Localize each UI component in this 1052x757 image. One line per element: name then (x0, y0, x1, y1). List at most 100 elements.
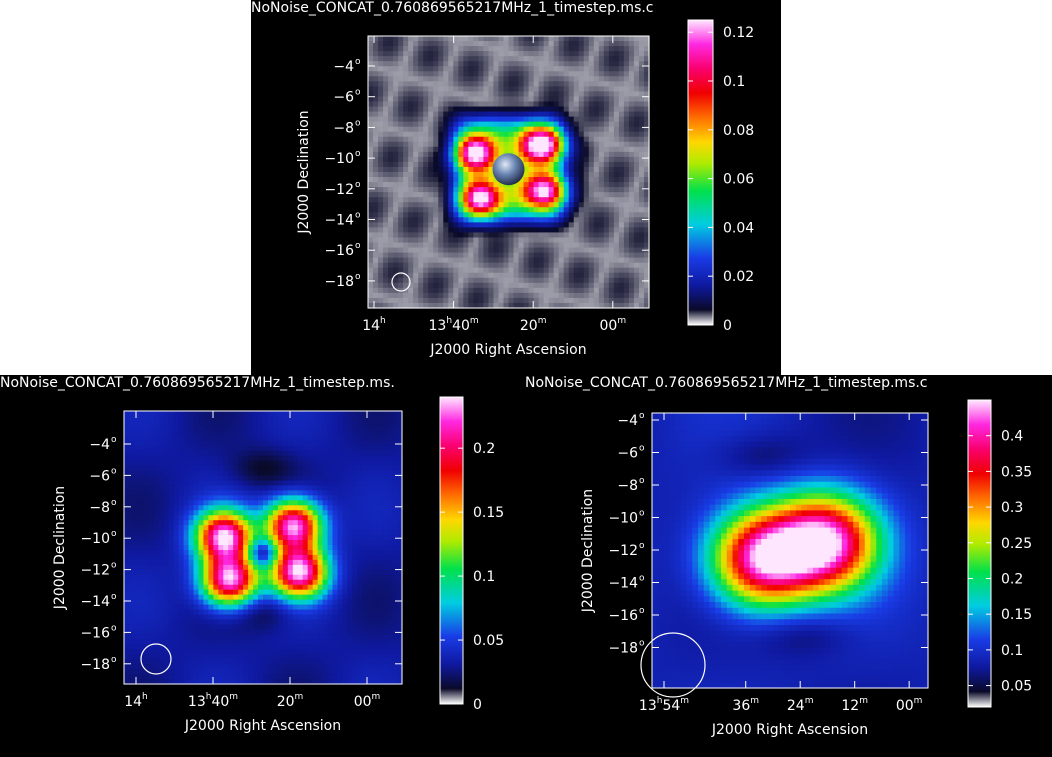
heatmap-cell (453, 177, 459, 183)
heatmap-cell (302, 564, 309, 571)
heatmap-cell (523, 207, 530, 213)
heatmap-cell (368, 237, 374, 244)
heatmap-cell (392, 480, 398, 487)
heatmap-cell (603, 131, 610, 138)
heatmap-cell (563, 76, 570, 82)
heatmap-cell (553, 106, 560, 113)
heatmap-cell (377, 450, 383, 457)
heatmap-cell (498, 121, 505, 128)
heatmap-cell (548, 252, 555, 259)
heatmap-cell (458, 106, 464, 113)
heatmap-cells (368, 36, 650, 309)
heatmap-cell (277, 430, 284, 437)
heatmap-cell (528, 217, 535, 223)
heatmap-cell (398, 242, 404, 249)
heatmap-cell (548, 131, 555, 138)
heatmap-cell (558, 151, 565, 158)
heatmap-cell (428, 106, 434, 113)
heatmap-cell (423, 116, 429, 123)
heatmap-cell (583, 91, 590, 98)
heatmap-cell (468, 187, 474, 193)
heatmap-cell (508, 297, 515, 304)
heatmap-cell (362, 515, 368, 521)
heatmap-cell (342, 455, 348, 462)
heatmap-cell (248, 574, 254, 581)
heatmap-cell (613, 101, 620, 108)
heatmap-cell (143, 530, 150, 536)
heatmap-cell (533, 51, 540, 57)
heatmap-cell (213, 425, 219, 432)
heatmap-cell (317, 515, 324, 521)
heatmap-cell (248, 470, 254, 477)
heatmap-cell (213, 480, 219, 487)
heatmap-cell (322, 440, 329, 447)
heatmap-cell (468, 101, 474, 108)
heatmap-cell (302, 420, 309, 427)
heatmap-cell (373, 177, 379, 183)
heatmap-cell (382, 569, 388, 576)
heatmap-cell (478, 202, 485, 208)
heatmap-cell (398, 141, 404, 148)
heatmap-cell (347, 425, 353, 432)
heatmap-cell (448, 146, 454, 153)
heatmap-cell (287, 574, 294, 581)
heatmap-cell (322, 540, 329, 546)
heatmap-cell (178, 510, 185, 516)
heatmap-cell (124, 450, 130, 457)
heatmap-cell (518, 177, 525, 183)
heatmap-cell (198, 569, 205, 576)
heatmap-cell (493, 292, 500, 299)
heatmap-cell (352, 490, 358, 496)
heatmap-cell (193, 465, 200, 472)
heatmap-cell (473, 151, 479, 158)
heatmap-cell (398, 172, 404, 178)
heatmap-cell (603, 66, 610, 72)
heatmap-cell (553, 227, 560, 234)
heatmap-cell (163, 520, 170, 526)
heatmap-cell (438, 76, 444, 82)
heatmap-cell (392, 559, 398, 566)
heatmap-cell (563, 81, 570, 87)
heatmap-cell (628, 212, 635, 218)
heatmap-cell (553, 207, 560, 213)
heatmap-cell (312, 520, 319, 526)
heatmap-cell (208, 435, 214, 442)
heatmap-cell (503, 86, 510, 93)
heatmap-cell (267, 530, 274, 536)
heatmap-cell (332, 495, 339, 501)
heatmap-cell (403, 66, 409, 72)
heatmap-cell (128, 545, 135, 551)
heatmap-cell (568, 302, 575, 309)
heatmap-cell (603, 187, 610, 193)
heatmap-cell (503, 66, 510, 72)
heatmap-cell (322, 425, 329, 432)
heatmap-cell (478, 277, 485, 284)
heatmap-cell (598, 277, 605, 284)
heatmap-cell (168, 475, 175, 482)
heatmap-cell (588, 146, 595, 153)
heatmap-cell (282, 430, 289, 437)
heatmap-cell (362, 540, 368, 546)
heatmap-cell (238, 430, 244, 437)
heatmap-cell (458, 222, 464, 229)
heatmap-cell (483, 227, 490, 234)
heatmap-cell (528, 227, 535, 234)
heatmap-cell (277, 559, 284, 566)
heatmap-cell (322, 505, 329, 511)
heatmap-cell (568, 61, 575, 67)
heatmap-cell (128, 490, 135, 496)
heatmap-cell (598, 212, 605, 218)
heatmap-cell (443, 247, 449, 254)
heatmap-cell (498, 267, 505, 274)
heatmap-cell (448, 111, 454, 118)
heatmap-cell (448, 262, 454, 269)
heatmap-cell (488, 96, 495, 103)
heatmap-cell (267, 411, 274, 417)
heatmap-cell (168, 515, 175, 521)
heatmap-cell (277, 549, 284, 556)
heatmap-cell (638, 106, 645, 113)
heatmap-cell (558, 297, 565, 304)
heatmap-cell (357, 495, 363, 501)
heatmap-cell (518, 76, 525, 82)
heatmap-cell (263, 535, 269, 541)
